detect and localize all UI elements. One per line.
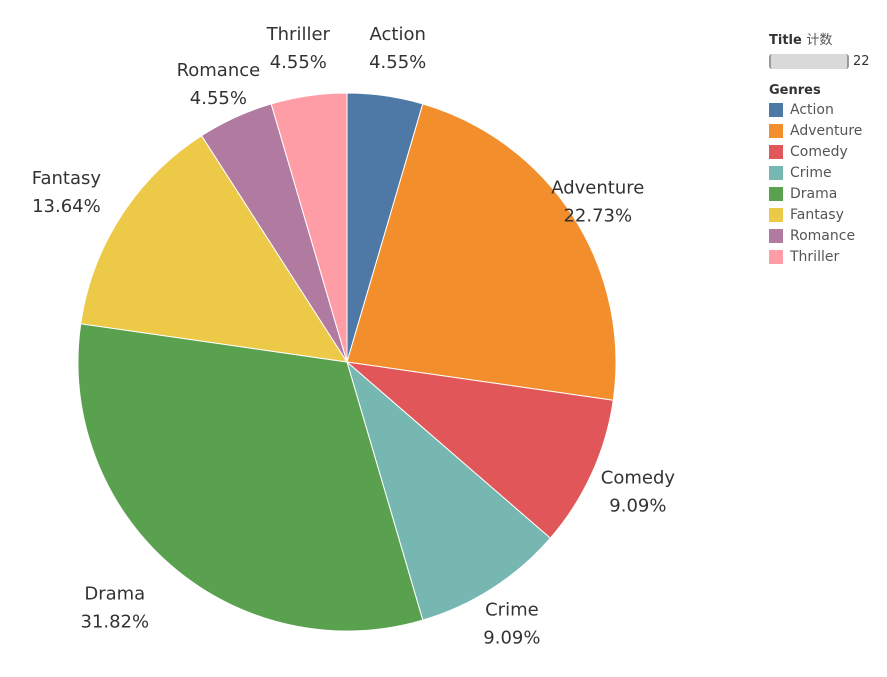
legend-item-romance[interactable]: Romance — [769, 225, 881, 246]
slice-percent-crime: 9.09% — [483, 628, 540, 649]
slice-label-crime: Crime — [485, 600, 539, 621]
slice-label-thriller: Thriller — [266, 24, 331, 45]
legend-item-crime[interactable]: Crime — [769, 162, 881, 183]
legend-label: Crime — [790, 164, 832, 181]
color-legend-title: Genres — [769, 83, 821, 98]
size-legend-title: Title 计数 — [769, 32, 881, 49]
legend-item-drama[interactable]: Drama — [769, 183, 881, 204]
legend-swatch — [769, 102, 783, 117]
pie-slices — [77, 92, 617, 632]
slice-percent-thriller: 4.55% — [270, 52, 327, 73]
slice-label-fantasy: Fantasy — [32, 168, 102, 189]
legend-item-action[interactable]: Action — [769, 99, 881, 120]
legend-label: Drama — [790, 185, 838, 202]
size-legend: 22 — [769, 52, 881, 70]
legend-item-fantasy[interactable]: Fantasy — [769, 204, 881, 225]
slice-percent-comedy: 9.09% — [609, 496, 666, 517]
legend-swatch — [769, 207, 783, 222]
legend-item-thriller[interactable]: Thriller — [769, 246, 881, 267]
slice-percent-fantasy: 13.64% — [32, 196, 101, 217]
legend-label: Adventure — [790, 122, 863, 139]
slice-percent-adventure: 22.73% — [563, 205, 632, 226]
pie-slice-comedy[interactable] — [345, 361, 614, 539]
legend-label: Comedy — [790, 143, 848, 160]
pie-slice-drama[interactable] — [77, 323, 424, 632]
pie-labels: Action 4.55% Adventure 22.73% Comedy 9.09% Cri… — [32, 24, 676, 649]
pie-slice-adventure[interactable] — [346, 103, 617, 401]
legend-swatch — [769, 228, 783, 243]
legend-swatch — [769, 186, 783, 201]
legend-label: Fantasy — [790, 206, 844, 223]
size-legend-field: Title — [769, 33, 802, 48]
slice-percent-romance: 4.55% — [190, 88, 247, 109]
slice-label-romance: Romance — [177, 60, 261, 81]
legend-label: Romance — [790, 227, 856, 244]
pie-slice-crime[interactable] — [346, 360, 552, 621]
slice-label-drama: Drama — [84, 583, 145, 604]
color-legend-items: Action Adventure Comedy Crime Drama Fantasy Ro… — [769, 99, 881, 267]
legend-label: Action — [790, 101, 834, 118]
legend-swatch — [769, 165, 783, 180]
legend-item-adventure[interactable]: Adventure — [769, 120, 881, 141]
slice-percent-drama: 31.82% — [80, 611, 149, 632]
size-legend-bar — [769, 53, 849, 69]
legend-swatch — [769, 123, 783, 138]
legend-swatch — [769, 144, 783, 159]
slice-label-action: Action — [370, 24, 426, 45]
size-legend-suffix: 计数 — [806, 33, 833, 48]
size-legend-value: 22 — [853, 53, 870, 69]
legend-swatch — [769, 249, 783, 264]
pie-slice-fantasy[interactable] — [80, 135, 349, 363]
slice-percent-action: 4.55% — [369, 52, 426, 73]
slice-label-adventure: Adventure — [551, 177, 644, 198]
legend-label: Thriller — [790, 248, 840, 265]
pie-slice-thriller[interactable] — [270, 92, 348, 363]
legend-panel: Title 计数 22 Genres Action Adventure Comedy… — [769, 32, 881, 267]
slice-label-comedy: Comedy — [601, 468, 676, 489]
legend-item-comedy[interactable]: Comedy — [769, 141, 881, 162]
